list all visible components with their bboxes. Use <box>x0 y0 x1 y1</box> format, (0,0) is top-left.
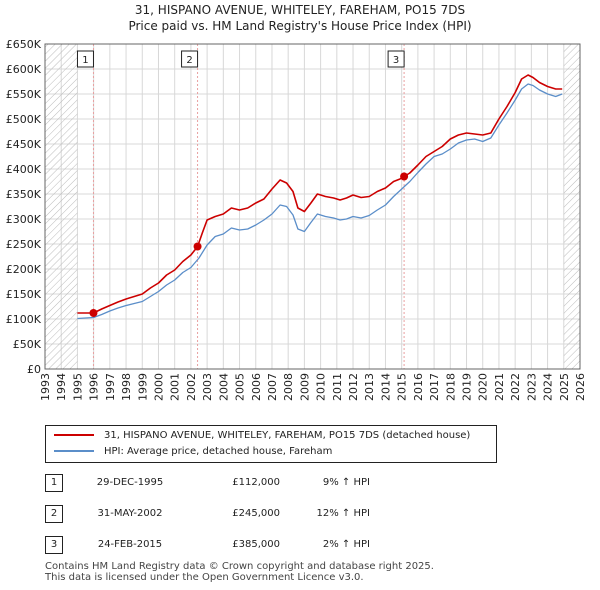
y-tick-label: £600K <box>6 63 42 76</box>
chart-subtitle: Price paid vs. HM Land Registry's House … <box>128 19 472 33</box>
x-tick-label: 2019 <box>461 373 474 401</box>
hatched-region-start <box>45 44 78 369</box>
x-tick-label: 2003 <box>201 373 214 401</box>
x-tick-label: 2026 <box>574 373 587 401</box>
x-tick-label: 2005 <box>234 373 247 401</box>
annotation-box <box>181 50 199 68</box>
x-tick-label: 2009 <box>298 373 311 401</box>
footer-note: Contains HM Land Registry data © Crown c… <box>45 561 434 583</box>
transaction-hpi: 12% ↑ HPI <box>316 508 370 519</box>
y-tick-label: £650K <box>6 38 42 51</box>
plot-area <box>45 44 580 369</box>
footer-line-licence: This data is licensed under the Open Gov… <box>45 572 364 583</box>
transaction-price: £245,000 <box>232 508 280 519</box>
x-tick-label: 2015 <box>396 373 409 401</box>
annotation-label: 1 <box>82 55 88 66</box>
x-tick-label: 1997 <box>104 373 117 401</box>
y-tick-label: £300K <box>6 213 42 226</box>
annotation-label: 3 <box>393 55 399 66</box>
y-tick-label: £450K <box>6 138 42 151</box>
y-tick-label: £350K <box>6 188 42 201</box>
property-price-line <box>77 74 563 314</box>
table-row: 1 29-DEC-1995 £112,000 9% ↑ HPI <box>45 473 465 493</box>
legend-item-property: 31, HISPANO AVENUE, WHITELEY, FAREHAM, P… <box>54 428 470 444</box>
chart-title: 31, HISPANO AVENUE, WHITELEY, FAREHAM, P… <box>134 3 466 17</box>
x-tick-label: 1999 <box>136 373 149 401</box>
transaction-number: 2 <box>45 505 63 523</box>
sale-marker <box>89 309 98 317</box>
plot-frame <box>44 43 581 370</box>
x-tick-label: 2022 <box>509 373 522 401</box>
x-tick-label: 2020 <box>477 373 490 401</box>
x-tick-label: 2007 <box>266 373 279 401</box>
y-tick-label: £100K <box>6 313 42 326</box>
x-tick-label: 2001 <box>169 373 182 401</box>
price-chart: 1 2 3 £0 £50K £100K £150K £200K £250K £300K £350K… <box>6 38 587 401</box>
x-tick-label: 2006 <box>250 373 263 401</box>
x-tick-label: 2008 <box>282 373 295 401</box>
y-tick-label: £250K <box>6 238 42 251</box>
x-tick-label: 2004 <box>217 373 230 401</box>
x-tick-label: 2018 <box>444 373 457 401</box>
x-tick-label: 2012 <box>347 373 360 401</box>
y-tick-label: £500K <box>6 113 42 126</box>
legend-label-hpi: HPI: Average price, detached house, Fare… <box>104 446 333 457</box>
chart-legend: 31, HISPANO AVENUE, WHITELEY, FAREHAM, P… <box>45 425 497 463</box>
x-tick-label: 2014 <box>379 373 392 401</box>
x-tick-label: 2016 <box>412 373 425 401</box>
legend-swatch-property <box>54 434 94 436</box>
annotation-box <box>387 50 405 68</box>
x-tick-label: 2011 <box>331 373 344 401</box>
hatched-region-end <box>563 44 580 369</box>
x-tick-label: 1995 <box>71 373 84 401</box>
x-tick-label: 2023 <box>525 373 538 401</box>
transaction-price: £385,000 <box>232 539 280 550</box>
x-tick-label: 1998 <box>120 373 133 401</box>
x-tick-label: 1994 <box>55 373 68 401</box>
x-tick-label: 2002 <box>185 373 198 401</box>
x-tick-label: 2025 <box>558 373 571 401</box>
transaction-price: £112,000 <box>232 477 280 488</box>
transaction-number: 1 <box>45 474 63 492</box>
legend-swatch-hpi <box>54 450 94 452</box>
transaction-hpi: 9% ↑ HPI <box>322 477 370 488</box>
table-row: 3 24-FEB-2015 £385,000 2% ↑ HPI <box>45 535 465 555</box>
x-tick-label: 2000 <box>152 373 165 401</box>
footer-line-copyright: Contains HM Land Registry data © Crown c… <box>45 561 434 572</box>
y-tick-label: £200K <box>6 263 42 276</box>
table-row: 2 31-MAY-2002 £245,000 12% ↑ HPI <box>45 504 465 524</box>
y-tick-label: £0 <box>27 363 41 376</box>
sale-marker <box>400 172 409 181</box>
transaction-hpi: 2% ↑ HPI <box>322 539 370 550</box>
x-tick-label: 2013 <box>363 373 376 401</box>
annotation-box <box>76 50 94 68</box>
y-tick-label: £400K <box>6 163 42 176</box>
transaction-date: 24-FEB-2015 <box>97 539 163 550</box>
transaction-number: 3 <box>45 536 63 554</box>
x-tick-label: 2024 <box>542 373 555 401</box>
legend-label-property: 31, HISPANO AVENUE, WHITELEY, FAREHAM, P… <box>104 430 471 441</box>
legend-item-hpi: HPI: Average price, detached house, Fare… <box>54 444 332 460</box>
hpi-line <box>77 83 563 320</box>
x-tick-label: 2021 <box>493 373 506 401</box>
y-tick-label: £550K <box>6 88 42 101</box>
transaction-date: 31-MAY-2002 <box>97 508 163 519</box>
x-tick-label: 1993 <box>39 373 52 401</box>
sale-marker <box>193 242 202 251</box>
y-tick-label: £150K <box>6 288 42 301</box>
x-tick-label: 2010 <box>315 373 328 401</box>
y-tick-label: £50K <box>13 338 42 351</box>
x-tick-label: 2017 <box>428 373 441 401</box>
transaction-date: 29-DEC-1995 <box>96 477 164 488</box>
x-tick-label: 1996 <box>88 373 101 401</box>
annotation-label: 2 <box>186 55 192 66</box>
